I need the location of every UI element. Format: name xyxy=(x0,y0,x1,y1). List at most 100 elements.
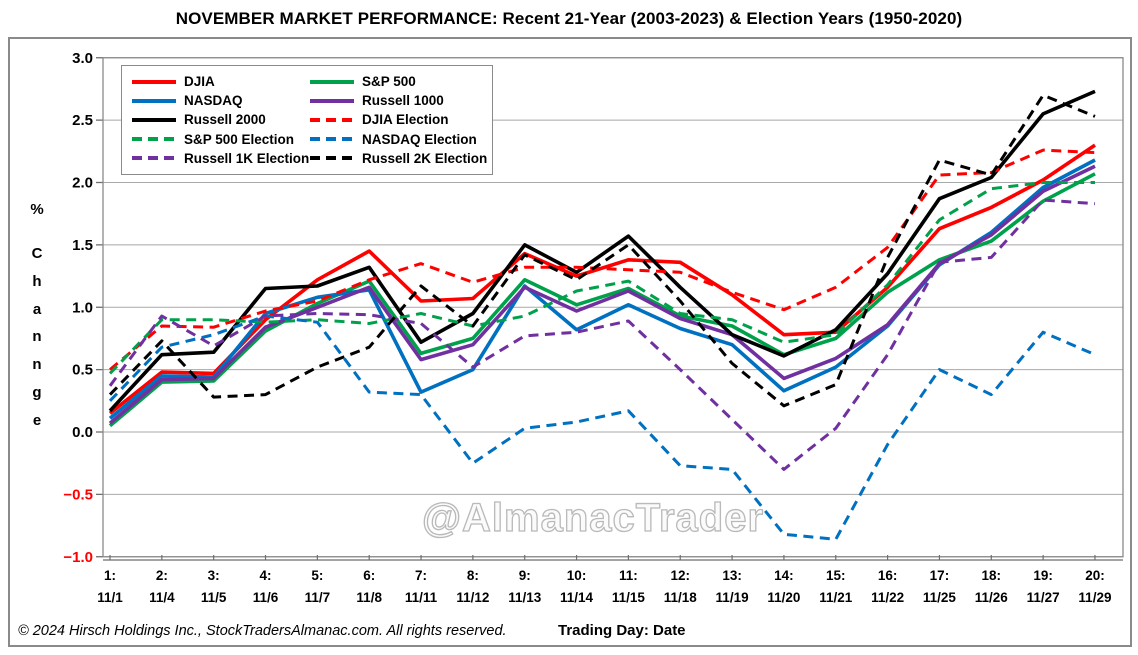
x-label-date: 11/13 xyxy=(508,590,542,605)
y-tick-label: 1.0 xyxy=(72,299,93,316)
y-tick-label: 0.0 xyxy=(72,424,93,441)
series-line-russell-1000 xyxy=(108,164,1096,425)
legend-item-djia: DJIA xyxy=(132,72,310,91)
x-label-day: 7: xyxy=(415,568,427,583)
y-tick-label: −1.0 xyxy=(63,549,93,566)
y-tick-label: 1.5 xyxy=(72,237,93,254)
legend-label: NASDAQ xyxy=(184,93,243,109)
x-label-day: 3: xyxy=(208,568,220,583)
x-label-day: 6: xyxy=(363,568,375,583)
x-label-day: 10: xyxy=(567,568,587,583)
y-tick-label: 2.0 xyxy=(72,175,93,192)
y-tick-label: −0.5 xyxy=(63,486,93,503)
x-label-date: 11/7 xyxy=(305,590,331,605)
y-axis-label-letter: h xyxy=(32,272,42,290)
x-label-day: 19: xyxy=(1033,568,1053,583)
legend-label: Russell 2000 xyxy=(184,112,266,128)
legend-item-russell-2k-election: Russell 2K Election xyxy=(310,149,488,168)
x-label-day: 2: xyxy=(156,568,168,583)
series-line-russell-2000 xyxy=(108,89,1096,413)
y-axis-label-letter: g xyxy=(32,383,42,401)
series-line-nasdaq-election xyxy=(108,314,1096,541)
x-label-date: 11/19 xyxy=(716,590,749,605)
x-label-date: 11/22 xyxy=(871,590,904,605)
series-line-russell-1k-election xyxy=(108,198,1096,471)
x-label-day: 5: xyxy=(311,568,323,583)
y-axis-label-letter: n xyxy=(32,328,42,346)
chart-title: NOVEMBER MARKET PERFORMANCE: Recent 21-Y… xyxy=(175,9,963,28)
x-label-date: 11/6 xyxy=(253,590,279,605)
legend-swatch-djia xyxy=(132,79,176,84)
legend-label: S&P 500 xyxy=(362,74,416,90)
x-label-date: 11/21 xyxy=(819,590,853,605)
legend-label: DJIA Election xyxy=(362,112,449,128)
series-line-nasdaq xyxy=(108,158,1096,420)
series-lines xyxy=(108,89,1097,541)
x-label-date: 11/1 xyxy=(97,590,123,605)
y-tick-label: 2.5 xyxy=(72,112,93,129)
series-line-djia xyxy=(108,143,1097,415)
legend-label: Russell 1000 xyxy=(362,93,444,109)
x-label-date: 11/12 xyxy=(456,590,489,605)
x-label-date: 11/5 xyxy=(201,590,227,605)
legend-swatch-djia-election xyxy=(310,117,354,122)
legend-swatch-russell-1k-election xyxy=(132,156,176,161)
series-line-s-p-500-election xyxy=(108,181,1095,375)
legend-swatch-s-p-500-election xyxy=(132,137,176,142)
x-label-date: 11/26 xyxy=(975,590,1009,605)
legend-item-russell-2000: Russell 2000 xyxy=(132,110,310,129)
y-axis-label-letter: n xyxy=(32,356,42,374)
legend-label: Russell 1K Election xyxy=(184,150,310,166)
x-label-date: 11/29 xyxy=(1078,590,1111,605)
legend-item-russell-1k-election: Russell 1K Election xyxy=(132,149,310,168)
x-label-day: 8: xyxy=(467,568,479,583)
legend-swatch-nasdaq-election xyxy=(310,137,354,142)
y-axis-unit: % xyxy=(30,201,44,218)
x-label-day: 16: xyxy=(878,568,898,583)
x-label-day: 11: xyxy=(619,568,638,583)
footer-copyright: © 2024 Hirsch Holdings Inc., StockTrader… xyxy=(18,623,507,639)
x-label-day: 13: xyxy=(722,568,742,583)
x-label-day: 15: xyxy=(826,568,846,583)
series-line-s-p-500 xyxy=(108,172,1096,428)
x-label-day: 12: xyxy=(670,568,690,583)
legend-label: Russell 2K Election xyxy=(362,150,488,166)
x-label-day: 18: xyxy=(982,568,1002,583)
x-label-day: 9: xyxy=(519,568,531,583)
x-label-date: 11/11 xyxy=(405,590,438,605)
legend-label: NASDAQ Election xyxy=(362,131,477,147)
x-label-date: 11/15 xyxy=(612,590,646,605)
legend-swatch-s-p-500 xyxy=(310,79,354,84)
legend-item-russell-1000: Russell 1000 xyxy=(310,91,488,110)
legend-swatch-russell-1000 xyxy=(310,98,354,103)
series-line-djia-election xyxy=(109,148,1096,371)
legend-item-s-p-500-election: S&P 500 Election xyxy=(132,130,310,149)
legend-item-nasdaq: NASDAQ xyxy=(132,91,310,110)
legend-item-s-p-500: S&P 500 xyxy=(310,72,488,91)
series-line-russell-2k-election xyxy=(108,93,1096,408)
y-axis-label-letter: C xyxy=(31,245,43,262)
x-label-date: 11/20 xyxy=(767,590,800,605)
x-label-date: 11/14 xyxy=(560,590,594,605)
x-label-date: 11/8 xyxy=(356,590,382,605)
x-axis-title: Trading Day: Date xyxy=(558,622,686,639)
x-label-day: 4: xyxy=(260,568,272,583)
x-label-day: 17: xyxy=(930,568,950,583)
x-label-date: 11/4 xyxy=(149,590,175,605)
x-tick-labels: 1: 11/1 2: 11/4 3: 11/5 4: 11/6 5: 11/7 6: 11/8 7: 11… xyxy=(97,555,1111,605)
legend-item-nasdaq-election: NASDAQ Election xyxy=(310,130,488,149)
legend-swatch-russell-2k-election xyxy=(310,156,354,161)
plot-border xyxy=(102,57,1124,558)
legend-label: DJIA xyxy=(184,74,215,90)
legend-swatch-russell-2000 xyxy=(132,117,176,122)
y-tick-label: 0.5 xyxy=(72,362,93,379)
x-label-date: 11/18 xyxy=(664,590,698,605)
y-tick-label: 3.0 xyxy=(72,50,93,67)
y-axis-label-letter: e xyxy=(32,411,42,429)
legend-swatch-nasdaq xyxy=(132,98,176,103)
legend-label: S&P 500 Election xyxy=(184,131,295,147)
x-label-day: 1: xyxy=(104,568,116,583)
y-tick-labels: 3.0 2.5 2.0 1.5 1.0 0.5 0.0 −0.5 −1.0 xyxy=(63,50,93,566)
x-label-day: 20: xyxy=(1085,568,1105,583)
